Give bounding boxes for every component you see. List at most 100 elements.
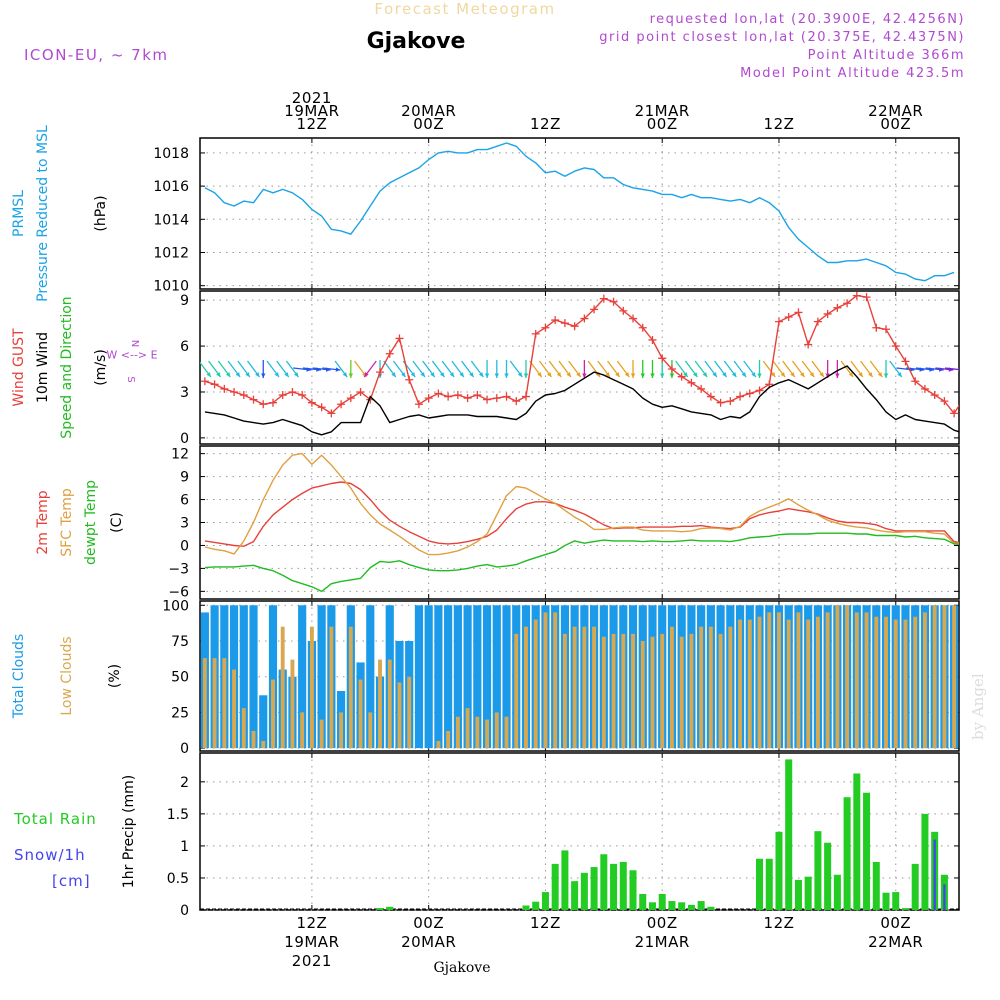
rain-bar bbox=[376, 908, 384, 910]
rain-bar bbox=[833, 874, 841, 910]
wind-arrow bbox=[558, 360, 572, 378]
wind-gust-marker bbox=[745, 389, 754, 398]
precip-label: 1hr Precip (mm) bbox=[121, 775, 137, 888]
rain-bar bbox=[697, 901, 705, 910]
rain-bar bbox=[707, 906, 715, 910]
wind-gust-marker bbox=[385, 349, 394, 358]
clouds-panel: 0 25 50 75 100 Total Clouds Low Clouds (%) bbox=[11, 598, 960, 757]
total-cloud-bar bbox=[268, 605, 278, 749]
wind-arrow bbox=[227, 360, 241, 378]
2m-temp-line bbox=[204, 481, 959, 547]
bottom-time-label: 21MAR bbox=[635, 933, 690, 951]
wind-arrow bbox=[801, 360, 815, 378]
low-cloud-bar bbox=[504, 716, 509, 749]
wind-arrow-head bbox=[605, 372, 610, 378]
low-cloud-bar bbox=[485, 719, 490, 749]
temp-y-tick-label: 12 bbox=[171, 447, 189, 463]
wind-arrow-head bbox=[391, 372, 396, 378]
low-cloud-bar bbox=[611, 633, 616, 749]
wind-arrow bbox=[348, 360, 354, 379]
bottom-time-label: 12Z bbox=[530, 914, 561, 932]
point-altitude: Point Altitude 366m bbox=[808, 48, 965, 63]
low-cloud-bar bbox=[679, 636, 684, 749]
low-cloud-bar bbox=[699, 626, 704, 749]
compass-west-east: W <--> E bbox=[106, 349, 157, 362]
prmsl-line bbox=[204, 142, 955, 282]
rain-bar bbox=[882, 892, 890, 910]
rain-bar bbox=[921, 813, 929, 910]
wind-arrow-head bbox=[245, 372, 250, 378]
wind-gust-marker bbox=[376, 368, 385, 377]
wind-arrow bbox=[630, 360, 636, 379]
wind-gust-marker bbox=[249, 395, 258, 404]
precip-y-tick-label: 0.5 bbox=[167, 871, 189, 887]
wind-arrow bbox=[889, 360, 903, 378]
wind-gust-marker bbox=[307, 398, 316, 407]
total-cloud-bar bbox=[502, 605, 511, 749]
bottom-time-label: 00Z bbox=[880, 914, 911, 932]
wind-arrow bbox=[383, 360, 397, 378]
wind-arrow-head bbox=[669, 373, 675, 379]
wind-gust-marker bbox=[813, 317, 822, 326]
rain-bar bbox=[775, 831, 783, 910]
low-cloud-bar bbox=[524, 626, 528, 749]
pressure-y-tick-label: 1014 bbox=[153, 212, 189, 228]
wind-arrow bbox=[811, 360, 825, 378]
wind-arrow bbox=[363, 360, 377, 378]
top-time-label: 12Z bbox=[764, 115, 795, 133]
wind-gust-marker bbox=[395, 334, 404, 343]
total-cloud-bar bbox=[463, 605, 472, 749]
wind-arrow-head bbox=[868, 372, 873, 378]
wind-label: 10m Wind bbox=[35, 332, 51, 403]
wind-arrow-head bbox=[757, 373, 762, 379]
wind-arrow-head bbox=[517, 372, 523, 378]
low-cloud-bar bbox=[708, 626, 713, 749]
precip-label: Snow/1h bbox=[14, 846, 86, 864]
wind-arrow-head bbox=[650, 373, 655, 379]
wind-gust-marker bbox=[970, 411, 978, 419]
wind-arrow bbox=[217, 360, 231, 378]
wind-arrow-head bbox=[731, 372, 737, 378]
low-cloud-bar bbox=[455, 716, 460, 749]
wind-gust-marker bbox=[716, 398, 725, 407]
low-cloud-bar bbox=[884, 616, 888, 749]
wind-arrow-head bbox=[547, 372, 552, 378]
wind-arrow bbox=[869, 360, 883, 378]
wind-y-tick-label: 0 bbox=[180, 431, 189, 447]
wind-arrow-head bbox=[478, 372, 484, 378]
low-cloud-bar bbox=[309, 626, 314, 749]
temp-y-tick-label: −6 bbox=[168, 584, 189, 600]
total-cloud-bar bbox=[414, 605, 424, 749]
wind-label: Speed and Direction bbox=[59, 296, 75, 438]
low-cloud-bar bbox=[738, 619, 743, 749]
dewpt-temp-line bbox=[204, 532, 959, 593]
wind-gust-marker bbox=[843, 299, 852, 308]
low-cloud-bar bbox=[660, 633, 665, 749]
rain-bar bbox=[639, 893, 647, 910]
wind-arrow bbox=[538, 360, 552, 378]
wind-arrow-head bbox=[640, 373, 645, 379]
rain-bar bbox=[892, 892, 900, 910]
low-cloud-bar bbox=[300, 712, 305, 749]
wind-arrow-head bbox=[858, 372, 863, 378]
wind-arrow bbox=[640, 360, 645, 379]
low-cloud-bar bbox=[222, 658, 227, 749]
wind-arrow-head bbox=[800, 372, 805, 378]
wind-gust-marker bbox=[502, 392, 511, 401]
pressure-y-tick-label: 1018 bbox=[153, 146, 189, 162]
wind-gust-marker bbox=[356, 387, 365, 396]
rain-bar bbox=[580, 872, 588, 910]
wind-arrow bbox=[504, 360, 509, 379]
low-cloud-bar bbox=[806, 619, 811, 749]
temp-label: 2m Temp bbox=[35, 490, 51, 554]
wind-gust-marker bbox=[911, 377, 920, 386]
low-cloud-bar bbox=[358, 679, 363, 749]
wind-gust-marker bbox=[424, 394, 433, 403]
wind-arrow-head bbox=[770, 372, 776, 378]
wind-arrow-head bbox=[255, 372, 260, 378]
wind-data bbox=[200, 291, 978, 436]
wind-gust-marker bbox=[960, 394, 968, 402]
low-cloud-bar bbox=[835, 605, 840, 749]
wind-arrow-head bbox=[225, 372, 231, 378]
low-cloud-bar bbox=[407, 676, 412, 749]
